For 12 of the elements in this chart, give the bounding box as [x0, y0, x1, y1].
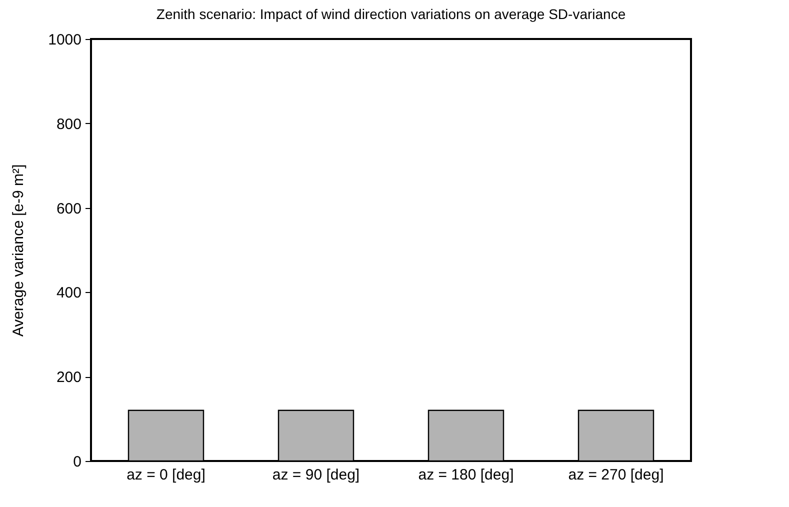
y-tick-label: 400: [56, 284, 82, 302]
x-tick-label: az = 180 [deg]: [418, 466, 514, 484]
x-tick-label: az = 270 [deg]: [568, 466, 664, 484]
y-tick-label: 200: [56, 369, 82, 386]
y-tick-label: 600: [56, 200, 82, 218]
x-tick-label: az = 0 [deg]: [126, 466, 206, 484]
y-tick-label: 0: [73, 454, 82, 470]
y-tick-label: 800: [56, 116, 82, 133]
x-tick-label: az = 90 [deg]: [272, 466, 360, 484]
y-axis-title: Average variance [e-9 m²]: [10, 164, 28, 337]
chart-title: Zenith scenario: Impact of wind direction variations on average SD-variance: [156, 6, 626, 22]
y-tick-label: 1000: [48, 32, 82, 48]
